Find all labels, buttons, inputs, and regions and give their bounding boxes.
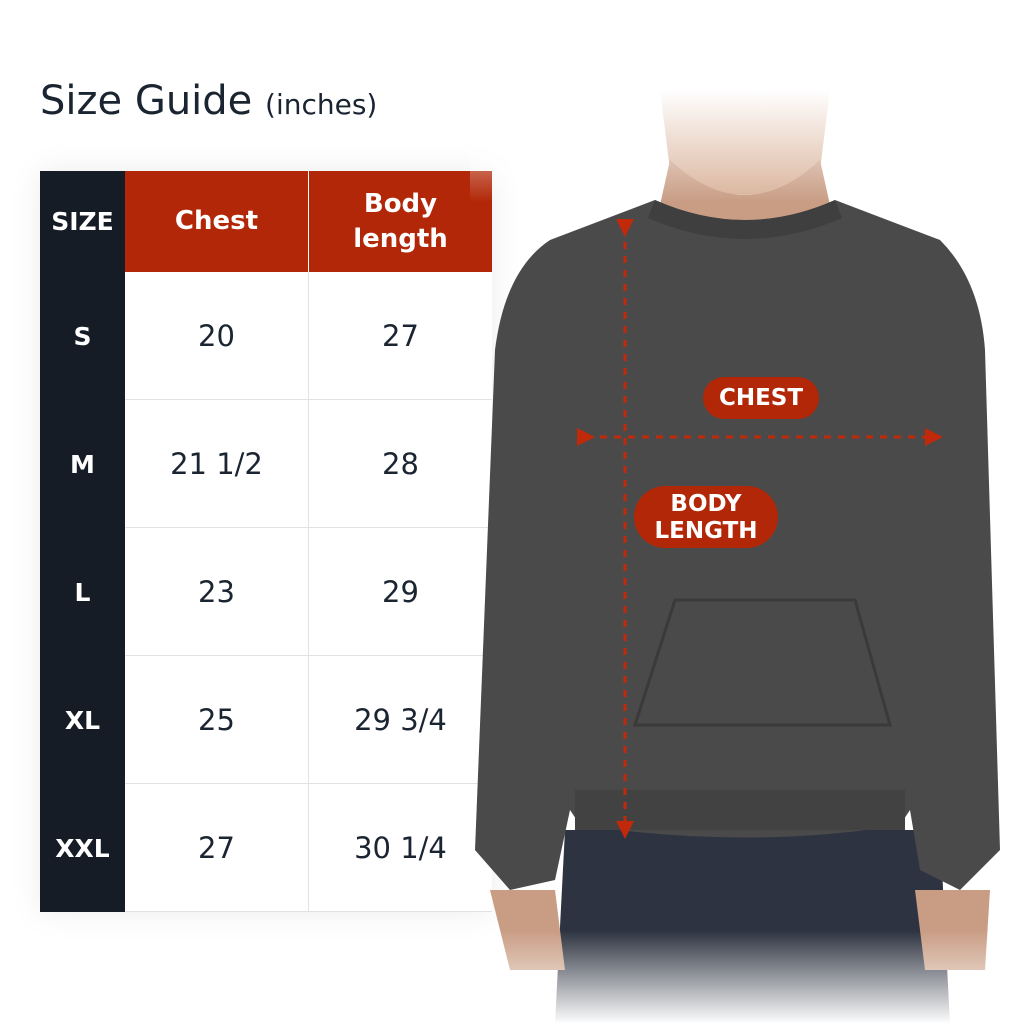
chest-label: CHEST (703, 377, 819, 419)
body-length-cell: 29 3/4 (309, 656, 492, 784)
chest-cell: 27 (125, 784, 309, 912)
size-cell: L (40, 528, 125, 656)
title-unit: (inches) (265, 88, 378, 121)
table-row: XL 25 29 3/4 (40, 656, 492, 784)
table-row: S 20 27 (40, 272, 492, 400)
size-cell: XXL (40, 784, 125, 912)
table-row: L 23 29 (40, 528, 492, 656)
header-body-length: Body length (309, 171, 492, 272)
body-length-cell: 30 1/4 (309, 784, 492, 912)
table-row: XXL 27 30 1/4 (40, 784, 492, 912)
size-cell: XL (40, 656, 125, 784)
chest-cell: 21 1/2 (125, 400, 309, 528)
body-length-cell: 28 (309, 400, 492, 528)
size-cell: M (40, 400, 125, 528)
chest-cell: 23 (125, 528, 309, 656)
body-length-cell: 29 (309, 528, 492, 656)
sweatshirt-model-image (470, 90, 1024, 1024)
body-length-cell: 27 (309, 272, 492, 400)
title-text: Size Guide (40, 78, 253, 124)
table-header-row: SIZE Chest Body length (40, 171, 492, 272)
size-table: SIZE Chest Body length S 20 27 M 21 1/2 28 L 23… (40, 171, 492, 912)
body-length-label: BODY LENGTH (634, 486, 778, 548)
table-row: M 21 1/2 28 (40, 400, 492, 528)
page-title: Size Guide (inches) (40, 78, 377, 124)
chest-cell: 25 (125, 656, 309, 784)
header-size: SIZE (40, 171, 125, 272)
size-cell: S (40, 272, 125, 400)
header-chest: Chest (125, 171, 309, 272)
chest-cell: 20 (125, 272, 309, 400)
header-body-length-text: Body length (353, 188, 448, 254)
